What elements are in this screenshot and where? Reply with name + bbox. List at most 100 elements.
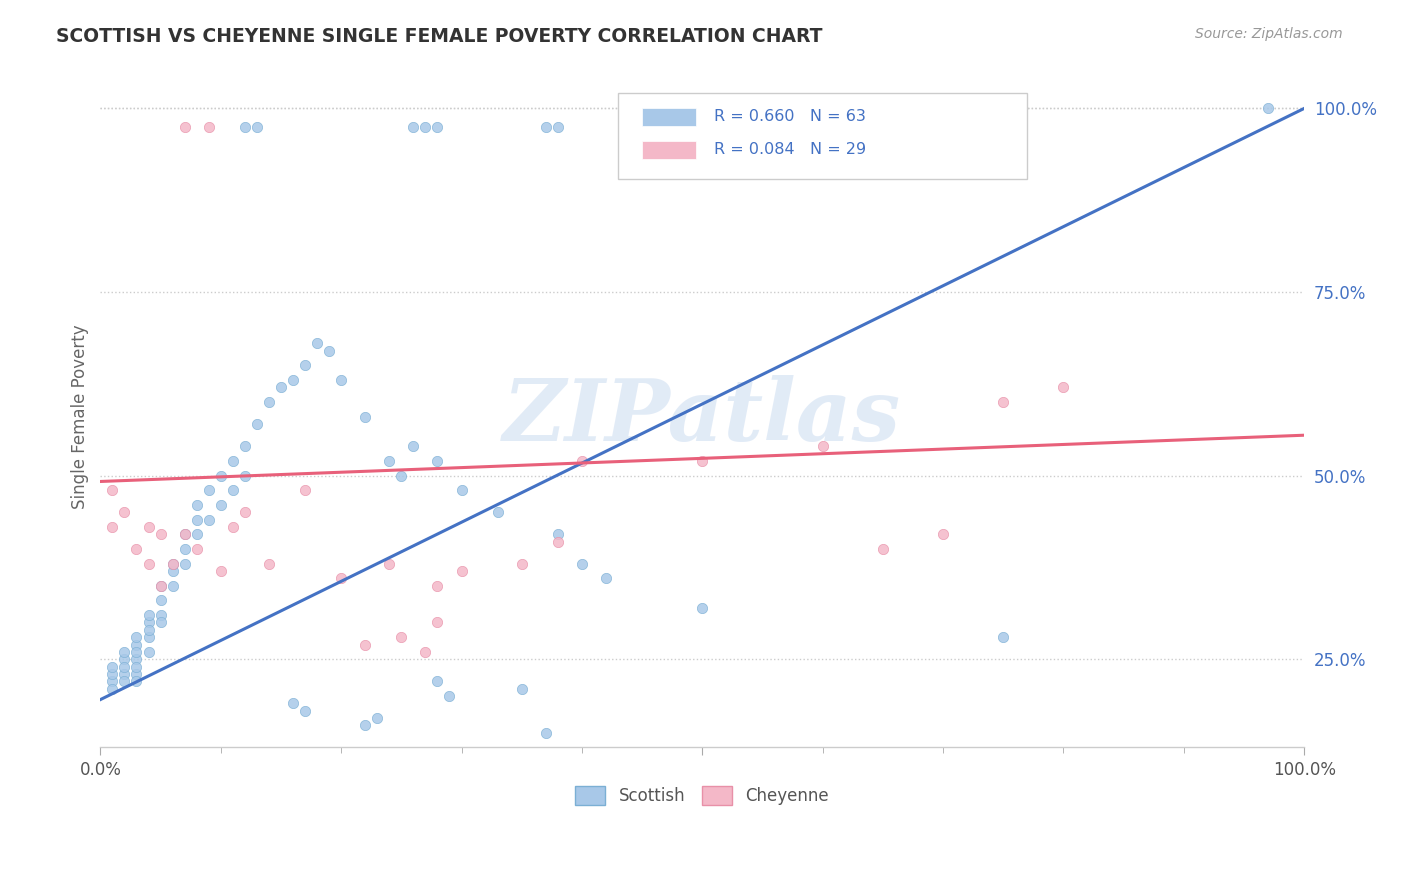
Point [389, 630, 412, 644]
Point [389, 468, 412, 483]
Point [246, 120, 269, 134]
Point [294, 483, 316, 498]
Point [138, 630, 160, 644]
Point [233, 120, 256, 134]
Point [378, 557, 401, 571]
Point [173, 120, 195, 134]
Point [415, 120, 437, 134]
Point [125, 630, 148, 644]
Point [173, 527, 195, 541]
Point [112, 666, 135, 681]
Point [125, 645, 148, 659]
Point [366, 711, 388, 725]
Point [354, 718, 377, 732]
Point [270, 380, 292, 394]
Point [197, 120, 219, 134]
Point [402, 120, 425, 134]
Point [450, 483, 472, 498]
Point [426, 454, 449, 468]
Point [510, 557, 533, 571]
Point [186, 498, 208, 512]
Point [233, 439, 256, 453]
Point [222, 483, 245, 498]
Point [378, 454, 401, 468]
Point [149, 608, 172, 623]
Text: R = 0.084   N = 29: R = 0.084 N = 29 [714, 143, 866, 157]
Point [318, 343, 340, 358]
Point [233, 468, 256, 483]
Point [534, 120, 557, 134]
Point [426, 579, 449, 593]
Point [197, 513, 219, 527]
Point [330, 571, 353, 585]
Point [138, 557, 160, 571]
Point [354, 409, 377, 424]
Point [450, 564, 472, 578]
Point [112, 505, 135, 519]
Point [209, 468, 232, 483]
Point [162, 557, 184, 571]
Point [486, 505, 509, 519]
Point [173, 527, 195, 541]
Bar [643, 108, 696, 126]
Point [101, 659, 124, 673]
Point [162, 557, 184, 571]
Text: Source: ZipAtlas.com: Source: ZipAtlas.com [1195, 27, 1343, 41]
Point [197, 483, 219, 498]
Y-axis label: Single Female Poverty: Single Female Poverty [72, 325, 89, 509]
Point [125, 659, 148, 673]
Point [547, 534, 569, 549]
Point [439, 689, 461, 703]
Point [125, 666, 148, 681]
Point [281, 373, 304, 387]
Point [138, 645, 160, 659]
Point [125, 638, 148, 652]
Point [547, 527, 569, 541]
Point [993, 630, 1015, 644]
Point [209, 564, 232, 578]
Point [690, 600, 713, 615]
Point [294, 359, 316, 373]
Bar [643, 141, 696, 159]
Point [426, 120, 449, 134]
Point [547, 120, 569, 134]
Point [101, 681, 124, 696]
Point [402, 439, 425, 453]
Point [426, 615, 449, 630]
Point [101, 520, 124, 534]
Point [222, 520, 245, 534]
Point [690, 454, 713, 468]
Text: R = 0.660   N = 63: R = 0.660 N = 63 [714, 109, 866, 124]
Point [281, 696, 304, 710]
Point [125, 674, 148, 689]
Point [294, 704, 316, 718]
Point [305, 336, 328, 351]
Text: ZIPatlas: ZIPatlas [503, 376, 901, 458]
Point [173, 557, 195, 571]
Point [162, 579, 184, 593]
Point [149, 579, 172, 593]
Point [426, 674, 449, 689]
Point [125, 542, 148, 557]
Point [186, 513, 208, 527]
Point [112, 645, 135, 659]
Point [932, 527, 955, 541]
Point [112, 652, 135, 666]
Text: SCOTTISH VS CHEYENNE SINGLE FEMALE POVERTY CORRELATION CHART: SCOTTISH VS CHEYENNE SINGLE FEMALE POVER… [56, 27, 823, 45]
Point [209, 498, 232, 512]
Point [138, 608, 160, 623]
Point [125, 652, 148, 666]
Point [257, 395, 280, 409]
Point [162, 564, 184, 578]
Point [595, 571, 617, 585]
Point [233, 505, 256, 519]
Point [112, 659, 135, 673]
Point [149, 615, 172, 630]
Point [330, 373, 353, 387]
Point [993, 395, 1015, 409]
Point [138, 623, 160, 637]
Point [571, 454, 593, 468]
Point [415, 645, 437, 659]
Point [571, 557, 593, 571]
Legend: Scottish, Cheyenne: Scottish, Cheyenne [569, 779, 835, 812]
